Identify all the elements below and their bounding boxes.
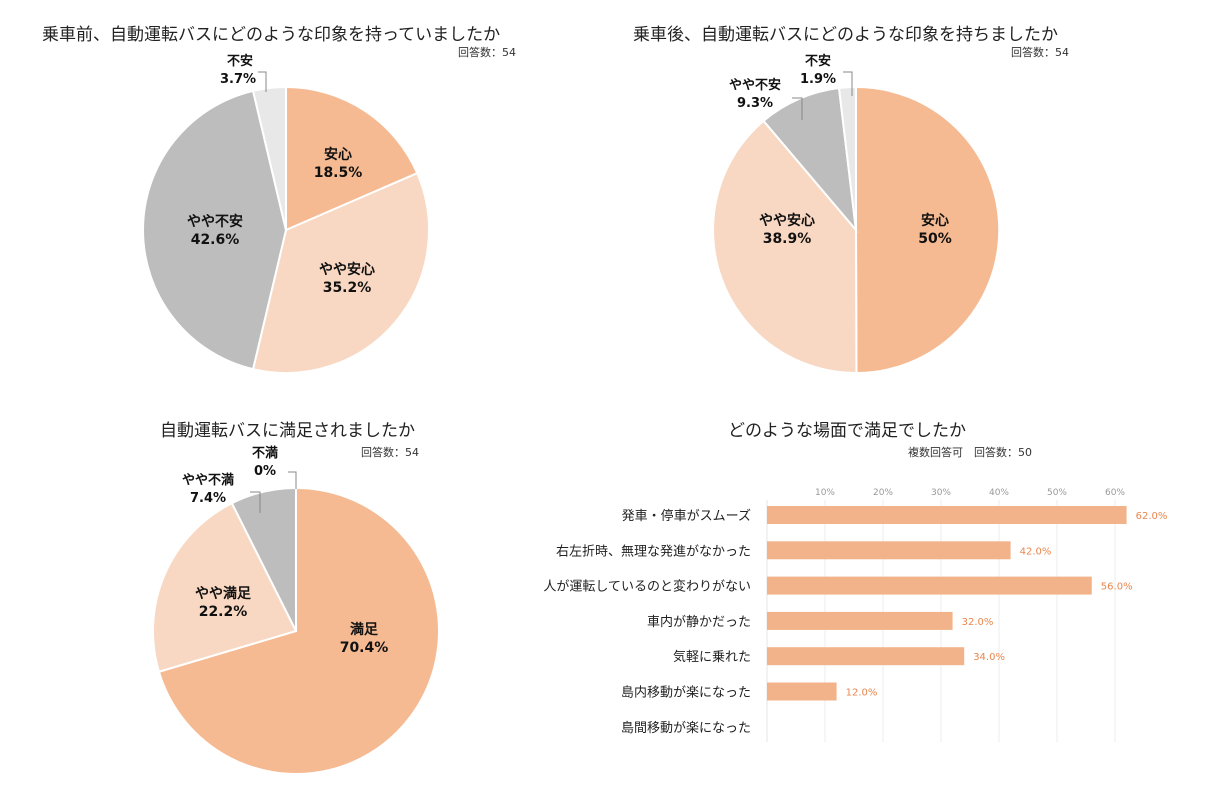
pie1-value-yaya-fuan: 42.6% (191, 232, 240, 248)
pie2-label-anshin: 安心 (921, 212, 949, 229)
bar (767, 506, 1127, 524)
chart4-title: どのような場面で満足でしたか (728, 421, 966, 441)
pie1-label-yaya-anshin: やや安心 (319, 261, 375, 278)
bar-value-label: 32.0% (962, 617, 994, 628)
bar-category-label: 島間移動が楽になった (621, 720, 751, 736)
pie2-slice-3 (837, 85, 857, 231)
bar-category-label: 島内移動が楽になった (621, 685, 751, 701)
pie2-label-yaya-fuan: やや不安 (729, 77, 781, 93)
bar-tick-label: 60% (1105, 488, 1125, 498)
bar (767, 682, 837, 701)
bar-tick-label: 50% (1047, 488, 1067, 498)
bar-category-label: 発車・停車がスムーズ (622, 508, 751, 524)
bar-value-label: 12.0% (846, 688, 878, 699)
chart2-title: 乗車後、自動運転バスにどのような印象を持ちましたか (633, 25, 1058, 45)
pie1-label-fuan: 不安 (227, 53, 253, 69)
pie1-value-yaya-anshin: 35.2% (323, 280, 372, 296)
pie3-value-yaya-fuman: 7.4% (190, 491, 226, 506)
pie1-value-fuan: 3.7% (220, 72, 256, 87)
bar-category-label: 右左折時、無理な発進がなかった (556, 544, 751, 559)
pie3-slice-0 (157, 486, 440, 775)
pie-chart-after: 不安 1.9% やや不安 9.3% 安心 50% やや安心 38.9% (712, 53, 1001, 375)
chart1-note: 回答数：54 (458, 46, 516, 59)
bar (767, 541, 1011, 560)
bar-value-label: 42.0% (1020, 546, 1052, 557)
pie2-leader-line-fuan (843, 71, 853, 96)
chart3-note: 回答数：54 (361, 446, 419, 459)
pie3-value-yaya-manzoku: 22.2% (199, 604, 248, 620)
bar-tick-label: 20% (873, 488, 893, 498)
chart4-note: 複数回答可 回答数：50 (908, 446, 1032, 459)
chart2-note: 回答数：54 (1011, 46, 1069, 59)
bar-value-label: 34.0% (973, 652, 1005, 663)
pie1-value-anshin: 18.5% (314, 165, 363, 181)
bar (767, 611, 953, 630)
pie1-leader-line (258, 71, 267, 92)
bar (767, 647, 965, 666)
pie1-label-anshin: 安心 (324, 146, 352, 163)
pie-chart-before: 不安 3.7% 安心 18.5% やや安心 35.2% やや不安 42.6% (142, 53, 430, 374)
bar (767, 576, 1092, 595)
bar-tick-label: 40% (989, 488, 1009, 498)
bar-value-label: 56.0% (1101, 582, 1133, 593)
pie1-slice-2 (142, 89, 288, 371)
bar-category-label: 車内が静かだった (647, 614, 751, 630)
bar-category-label: 人が運転しているのと変わりがない (543, 579, 751, 595)
pie3-value-manzoku: 70.4% (340, 640, 389, 656)
pie2-label-yaya-anshin: やや安心 (759, 212, 815, 229)
pie3-value-fuman: 0% (254, 464, 276, 479)
pie2-slice-1 (712, 119, 858, 375)
pie-chart-satisfaction: 不満 0% やや不満 7.4% 満足 70.4% やや満足 22.2% (152, 445, 440, 775)
pie3-leader-line-fuman (288, 471, 297, 489)
pie2-value-yaya-anshin: 38.9% (763, 231, 812, 247)
bar-category-label: 気軽に乗れた (673, 649, 751, 665)
pie2-leader-line-yaya-fuan (792, 97, 803, 120)
pie1-slice-0 (285, 85, 419, 232)
pie2-value-anshin: 50% (918, 231, 952, 247)
bar-tick-label: 10% (815, 488, 835, 498)
bar-value-label: 62.0% (1136, 511, 1168, 522)
pie2-slice-0 (855, 85, 1001, 375)
pie3-leader-line-yaya-fuman (250, 491, 261, 513)
chart3-title: 自動運転バスに満足されましたか (160, 421, 415, 441)
pie1-slice-1 (251, 171, 430, 374)
chart1-title: 乗車前、自動運転バスにどのような印象を持っていましたか (42, 25, 501, 45)
pie2-value-fuan: 1.9% (800, 72, 836, 87)
pie3-label-yaya-manzoku: やや満足 (195, 585, 252, 602)
pie3-label-manzoku: 満足 (350, 621, 379, 638)
bar-chart-satisfaction-scenes: 10% 20% 30% 40% 50% 60% 発車・停車がスムーズ右左折時、無理な発進が… (543, 488, 1168, 742)
pie2-slice-2 (762, 86, 858, 234)
pie2-value-yaya-fuan: 9.3% (737, 96, 773, 111)
bar-tick-label: 30% (931, 488, 951, 498)
pie1-slice-3 (251, 85, 287, 231)
pie3-label-yaya-fuman: やや不満 (182, 472, 234, 488)
pie3-slice-1 (152, 501, 298, 674)
pie3-label-fuman: 不満 (252, 445, 278, 461)
pie1-label-yaya-fuan: やや不安 (187, 213, 243, 230)
pie2-label-fuan: 不安 (805, 53, 831, 69)
